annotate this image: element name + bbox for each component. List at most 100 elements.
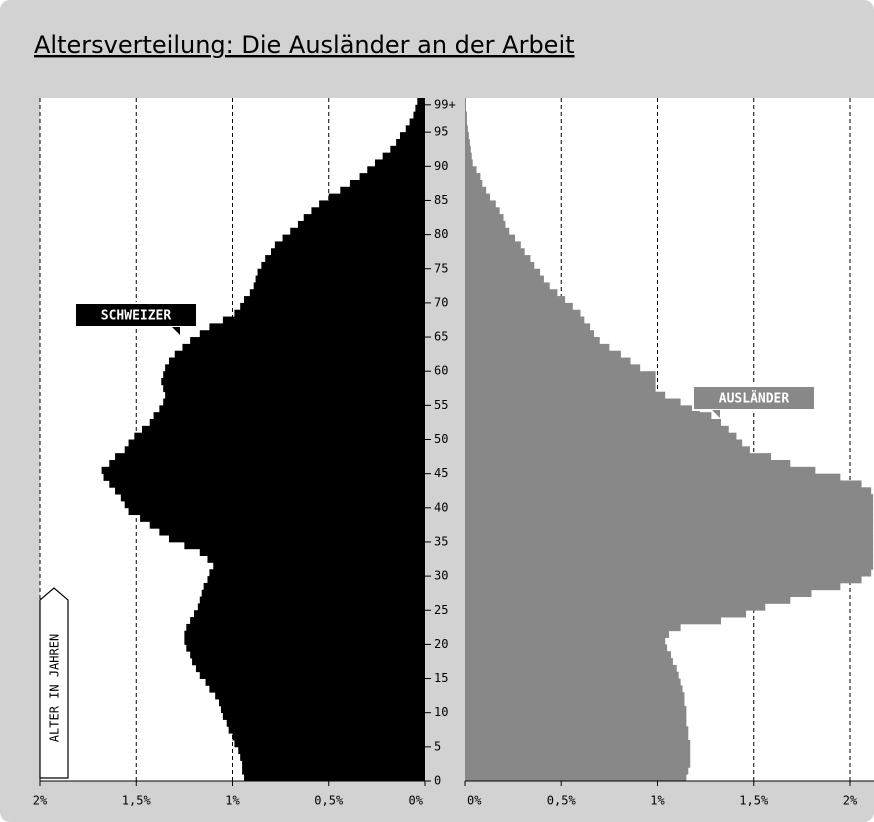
bar — [465, 535, 874, 543]
bar — [465, 214, 504, 222]
bar — [465, 125, 468, 133]
bar — [271, 248, 425, 256]
x-tick-label: 0% — [409, 794, 424, 808]
bar — [128, 439, 426, 447]
bar — [303, 214, 425, 222]
bar — [349, 179, 425, 188]
bar — [465, 753, 691, 761]
y-tick-label: 25 — [434, 603, 448, 617]
chart-title: Altersverteilung: Die Ausländer an der A… — [34, 31, 575, 59]
bar — [184, 637, 425, 645]
bar — [120, 494, 425, 502]
y-tick-label: 15 — [434, 671, 448, 685]
bar — [465, 200, 496, 208]
bar — [319, 200, 425, 208]
bar — [186, 623, 425, 632]
bar — [465, 644, 668, 652]
x-tick-label: 2% — [33, 794, 48, 808]
x-tick-label: 0,5% — [547, 794, 577, 808]
bar — [465, 309, 581, 317]
y-tick-label: 20 — [434, 637, 448, 651]
bar — [465, 651, 671, 659]
y-tick-label: 45 — [434, 466, 448, 480]
bar — [465, 637, 666, 645]
bar — [465, 207, 500, 215]
bar — [465, 391, 666, 399]
bar — [209, 323, 425, 331]
bar — [415, 104, 425, 113]
bar — [465, 596, 791, 604]
bar — [186, 644, 425, 652]
bar — [465, 98, 466, 106]
legend-box — [692, 385, 816, 411]
bar — [465, 630, 670, 638]
bar — [465, 412, 712, 420]
bar — [197, 603, 425, 611]
x-tick-label: 1% — [225, 794, 240, 808]
bar — [205, 678, 425, 686]
bar — [149, 521, 425, 529]
bar — [465, 398, 681, 406]
bar — [465, 555, 874, 563]
bar — [390, 145, 425, 154]
bar — [159, 405, 425, 413]
bar — [465, 664, 677, 673]
bar — [465, 275, 544, 283]
bar — [149, 419, 425, 427]
x-tick-label: 1% — [650, 794, 665, 808]
y-tick-label: 80 — [434, 227, 448, 241]
bar — [207, 555, 425, 563]
bar — [465, 562, 874, 570]
bar — [190, 651, 425, 659]
bar — [290, 227, 425, 235]
bar — [192, 658, 425, 666]
bar — [465, 507, 874, 516]
bar — [465, 712, 687, 720]
bar — [465, 152, 472, 160]
bar — [201, 589, 425, 597]
bar — [465, 582, 841, 591]
bar — [465, 425, 729, 434]
y-tick-label: 5 — [434, 739, 441, 753]
y-tick-label: 35 — [434, 534, 448, 548]
bar — [359, 173, 425, 181]
bar — [297, 220, 425, 229]
bar — [282, 234, 425, 242]
bar — [465, 548, 874, 557]
y-tick-label: 0 — [434, 774, 441, 788]
bar — [465, 364, 641, 372]
bar — [465, 384, 656, 393]
bar — [124, 446, 425, 454]
bar — [465, 405, 700, 413]
bar — [190, 617, 425, 625]
bar — [163, 398, 425, 406]
bar — [465, 118, 467, 126]
bar — [465, 316, 585, 324]
bar — [465, 132, 469, 140]
legend-pointer — [172, 327, 180, 335]
bar — [465, 302, 573, 311]
bar — [465, 234, 516, 242]
bar — [134, 432, 425, 440]
bar — [465, 480, 862, 488]
y-tick-label: 50 — [434, 432, 448, 446]
bar — [465, 494, 874, 502]
bar — [199, 330, 425, 338]
bar — [465, 671, 679, 679]
bar — [161, 378, 425, 386]
bar — [465, 589, 812, 597]
bar — [465, 705, 687, 714]
bar — [220, 705, 425, 714]
bar — [159, 528, 425, 536]
bar — [413, 111, 425, 119]
bar — [465, 500, 874, 509]
bar — [465, 193, 491, 201]
bar — [465, 699, 685, 707]
bar — [222, 712, 425, 720]
bar — [367, 166, 425, 174]
bar — [340, 186, 425, 195]
bar — [240, 753, 425, 761]
bar — [465, 432, 737, 440]
bar — [465, 473, 841, 481]
